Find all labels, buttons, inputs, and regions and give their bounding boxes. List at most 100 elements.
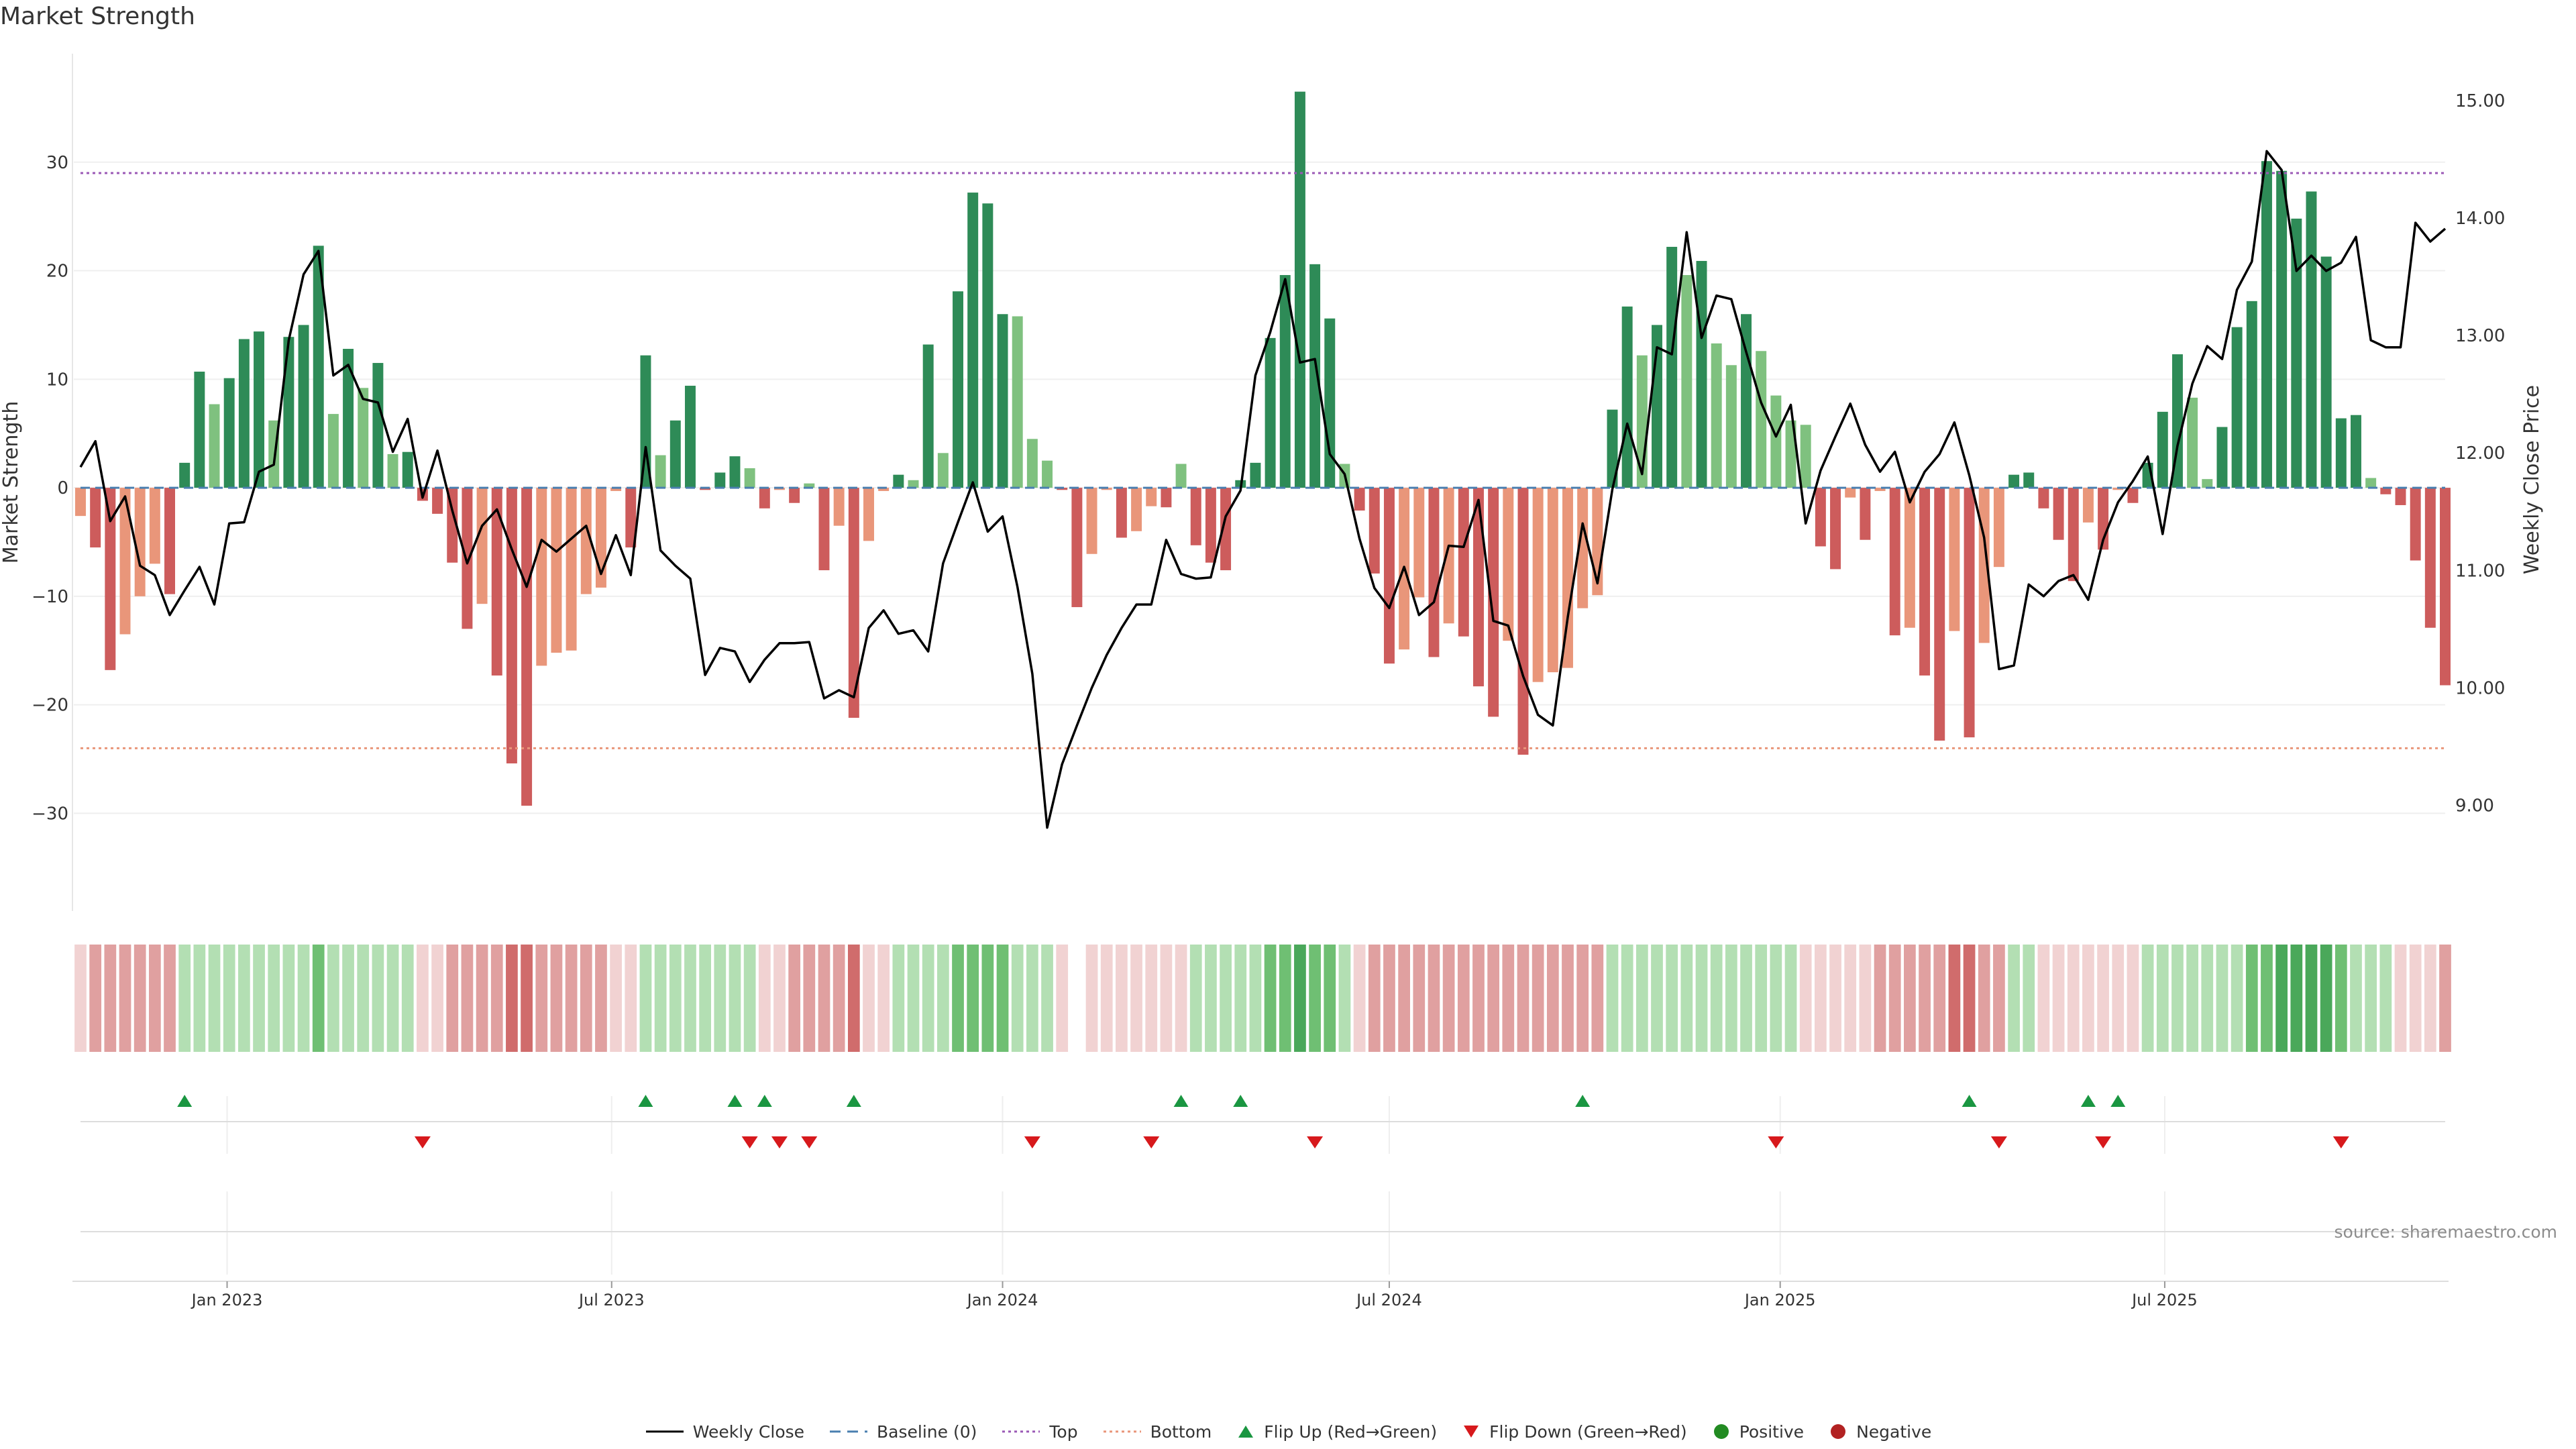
strength-bar [2023, 472, 2035, 488]
x-tick-label: Jul 2025 [2131, 1291, 2198, 1309]
strength-bar [1503, 488, 1514, 641]
strength-bar [1279, 275, 1291, 488]
legend-item-flip_down: Flip Down (Green→Red) [1461, 1422, 1687, 1442]
signal-strip-cell [1353, 945, 1366, 1052]
y2-axis-label: Weekly Close Price [2520, 385, 2544, 574]
signal-strip-cell [1264, 945, 1277, 1052]
flip-markers [80, 1095, 2445, 1232]
signal-strip-cell [1130, 945, 1142, 1052]
strength-bar [1993, 488, 2004, 568]
flip-up-marker [1233, 1095, 1248, 1107]
signal-strip-cell [431, 945, 443, 1052]
signal-strip-cell [1502, 945, 1515, 1052]
strength-bar [343, 349, 354, 488]
strength-bar [1949, 488, 1960, 631]
strength-bar [2380, 488, 2392, 494]
signal-strip-cell [2186, 945, 2198, 1052]
strength-bar [2351, 415, 2361, 488]
legend: Weekly Close Baseline (0) Top Bottom Flip Up… [0, 1421, 2576, 1442]
strength-bar [2231, 327, 2243, 488]
strength-bar [1354, 488, 1365, 511]
legend-label: Top [1049, 1421, 1078, 1442]
signal-strip-cell [967, 945, 979, 1052]
signal-strip-cell [1725, 945, 1737, 1052]
signal-strip-cell [1562, 945, 1574, 1052]
legend-swatch [830, 1430, 868, 1433]
strength-bar [1294, 91, 1305, 488]
signal-strip-cell [372, 945, 384, 1052]
signal-strip-cell [1904, 945, 1916, 1052]
strength-bar [1517, 488, 1529, 755]
strength-bar [1116, 488, 1127, 538]
strength-bar [2291, 218, 2302, 488]
chart-title: Market Strength [0, 3, 195, 30]
strength-bar [1383, 488, 1395, 664]
legend-item-top: Top [1001, 1421, 1078, 1442]
signal-strip-cell [996, 945, 1009, 1052]
strength-bar [2276, 170, 2288, 488]
signal-strip-cell [1457, 945, 1470, 1052]
flip-up-marker [727, 1095, 743, 1107]
y-tick-label: −30 [32, 804, 68, 824]
signal-strip-cell [1517, 945, 1529, 1052]
strength-bar [1057, 488, 1068, 490]
legend-item-positive: Positive [1711, 1422, 1804, 1442]
signal-strip-cell [1635, 945, 1648, 1052]
signal-strip-cell [1026, 945, 1038, 1052]
signal-strip-cell [297, 945, 310, 1052]
y2-tick-label: 12.00 [2455, 443, 2505, 464]
signal-strip-cell [535, 945, 548, 1052]
legend-label: Weekly Close [692, 1421, 805, 1442]
strength-bar [2306, 191, 2317, 488]
signal-strip-cell [580, 945, 592, 1052]
signal-strip-cell [1145, 945, 1158, 1052]
signal-strip-cell [699, 945, 711, 1052]
strength-bar [2053, 488, 2064, 540]
signal-strip-cell [863, 945, 875, 1052]
signal-strip-cell [833, 945, 845, 1052]
strength-bar [1845, 488, 1856, 498]
strength-bar [327, 414, 339, 488]
signal-strip-cell [2290, 945, 2303, 1052]
strength-bar [372, 363, 384, 488]
strength-bar [714, 472, 726, 488]
strength-bar [75, 488, 86, 517]
signal-strip-cell [2171, 945, 2184, 1052]
signal-strip-cell [1338, 945, 1351, 1052]
signal-strip-cell [892, 945, 905, 1052]
signal-strip-cell [342, 945, 354, 1052]
signal-strip-cell [1056, 945, 1069, 1052]
strength-bar [833, 488, 845, 526]
strength-bar [1190, 488, 1201, 545]
signal-strip-cell [1189, 945, 1202, 1052]
strength-bar [804, 483, 815, 488]
y-tick-label: 20 [46, 262, 68, 282]
signal-strip-cell [1755, 945, 1768, 1052]
strength-bar [149, 488, 160, 564]
signal-strip-cell [2365, 945, 2377, 1052]
strength-bar [2216, 427, 2228, 488]
signal-strip-cell [2275, 945, 2288, 1052]
signal-strip-cell [2201, 945, 2214, 1052]
signal-strip-cell [1874, 945, 1886, 1052]
signal-strip-cell [1100, 945, 1113, 1052]
strength-bar [1488, 488, 1499, 717]
signal-strip-cell [1249, 945, 1262, 1052]
signal-strip-cell [610, 945, 622, 1052]
strength-bar [476, 488, 488, 604]
signal-strip-cell [1591, 945, 1604, 1052]
flip-up-marker [757, 1095, 772, 1107]
signal-strip-cell [2245, 945, 2258, 1052]
strength-bar [1161, 488, 1172, 508]
signal-strip-cell [1963, 945, 1976, 1052]
signal-strip-cell [877, 945, 890, 1052]
strength-bar [134, 488, 146, 596]
signal-strip-cell [981, 945, 994, 1052]
x-axis: Jan 2023 Jul 2023 Jan 2024 Jul 2024 Jan 2025… [72, 1281, 2449, 1309]
signal-strip-cell [1740, 945, 1752, 1052]
flip-down-marker [1307, 1136, 1324, 1148]
signal-strip-cell [1680, 945, 1693, 1052]
strength-bar [313, 246, 324, 488]
strength-bar [818, 488, 830, 571]
signal-strip-cell [1859, 945, 1872, 1052]
